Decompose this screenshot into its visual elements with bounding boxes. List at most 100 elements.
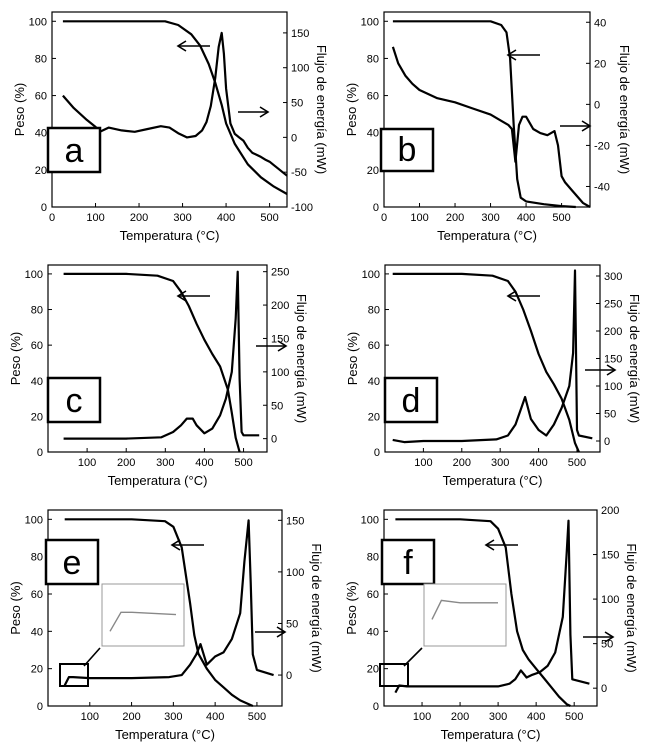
y-tick-label: 100	[361, 514, 379, 526]
y-tick-label: 0	[373, 701, 379, 713]
y-tick-label: 20	[367, 664, 379, 676]
weight-arrow-head	[484, 539, 495, 551]
y-tick-label: 60	[35, 91, 47, 103]
x-tick-label: 0	[49, 212, 55, 224]
weight-line	[63, 272, 241, 453]
plot-frame	[47, 264, 268, 453]
y-tick-label: 40	[368, 376, 380, 388]
y-axis-title: Peso (%)	[344, 581, 359, 634]
y-tick-label: 0	[37, 701, 43, 713]
weight-arrow-head	[506, 290, 517, 302]
panel-letter: f	[403, 544, 413, 582]
y-tick-label: 40	[31, 376, 43, 388]
heat-flow-line	[391, 46, 591, 208]
panel-letter-box	[383, 376, 439, 424]
heat-flow-arrow-head	[606, 364, 617, 376]
y2-axis-title: Flujo de energía (mW)	[294, 294, 309, 423]
x-tick-label: 500	[248, 711, 266, 723]
heat-flow-arrow-head	[581, 120, 592, 132]
y-tick-label: 0	[37, 447, 43, 459]
y2-tick-label: 40	[594, 17, 606, 29]
x-tick-label: 100	[81, 711, 99, 723]
x-axis-title: Temperatura (°C)	[437, 228, 537, 243]
heat-flow-line	[394, 519, 590, 694]
y2-axis-title: Flujo de energía (mW)	[627, 294, 642, 423]
weight-arrow-head	[506, 49, 517, 61]
x-tick-label: 100	[86, 212, 104, 224]
x-tick-label: 100	[78, 457, 96, 469]
y-tick-label: 20	[35, 165, 47, 177]
y-tick-label: 100	[362, 269, 380, 281]
x-tick-label: 200	[453, 457, 471, 469]
heat-flow-arrow-head	[604, 631, 615, 643]
weight-line	[395, 518, 571, 707]
y-tick-label: 100	[25, 269, 43, 281]
x-tick-label: 400	[206, 711, 224, 723]
y2-tick-label: 100	[291, 63, 309, 75]
y-tick-label: 20	[31, 411, 43, 423]
x-axis-title: Temperatura (°C)	[108, 473, 208, 488]
y2-tick-label: 0	[291, 132, 297, 144]
y2-axis-title: Flujo de energía (mW)	[624, 543, 639, 672]
panel-d: 100 200 300 400 500 0 20 40 60 80 100 0 50 100 150 200 2…	[345, 264, 642, 488]
panel-letter: e	[63, 544, 82, 582]
panel-letter-box	[46, 376, 102, 424]
y2-tick-label: 100	[604, 381, 622, 393]
y-tick-label: 100	[361, 16, 379, 28]
y-tick-label: 0	[373, 202, 379, 214]
x-tick-label: 200	[451, 711, 469, 723]
panel-letter: c	[66, 382, 83, 420]
y-tick-label: 20	[368, 411, 380, 423]
y-tick-label: 80	[31, 552, 43, 564]
y2-axis-title: Flujo de energía (mW)	[617, 45, 632, 174]
y2-tick-label: 50	[601, 639, 613, 651]
x-tick-label: 400	[195, 457, 213, 469]
heat-flow-line	[62, 31, 288, 177]
x-tick-label: 500	[234, 457, 252, 469]
y2-tick-label: -50	[291, 167, 307, 179]
panel-f: 100 200 300 400 500 0 20 40 60 80 100 0 50 100 150 200 T…	[344, 505, 639, 742]
weight-arrow-head	[170, 539, 181, 551]
x-tick-label: 300	[489, 711, 507, 723]
y-tick-label: 20	[31, 664, 43, 676]
weight-arrow-head	[176, 290, 187, 302]
inset-heat-flow-line	[109, 611, 177, 632]
x-tick-label: 400	[529, 457, 547, 469]
y2-tick-label: 20	[594, 58, 606, 70]
y2-tick-label: -20	[594, 140, 610, 152]
y-axis-title: Peso (%)	[344, 83, 359, 136]
panel-letter: b	[398, 131, 417, 169]
heat-flow-arrow-head	[276, 626, 287, 638]
weight-line	[392, 272, 580, 453]
y-tick-label: 80	[367, 552, 379, 564]
y-tick-label: 80	[31, 305, 43, 317]
inset-heat-flow-line	[431, 599, 498, 620]
x-tick-label: 400	[517, 212, 535, 224]
x-tick-label: 500	[568, 457, 586, 469]
y2-tick-label: 50	[604, 409, 616, 421]
y-axis-title: Peso (%)	[345, 332, 360, 385]
plot-frame	[47, 509, 283, 707]
heat-flow-line	[392, 269, 593, 444]
y2-tick-label: 50	[291, 98, 303, 110]
weight-line	[64, 518, 254, 708]
y2-tick-label: 200	[271, 300, 289, 312]
y2-tick-label: 150	[271, 333, 289, 345]
y-tick-label: 0	[374, 447, 380, 459]
y-axis-title: Peso (%)	[12, 83, 27, 136]
heat-flow-line	[63, 519, 274, 686]
y2-tick-label: 0	[271, 434, 277, 446]
x-tick-label: 100	[413, 711, 431, 723]
y2-tick-label: 50	[286, 618, 298, 630]
y2-tick-label: 200	[601, 505, 619, 517]
weight-line	[62, 20, 288, 195]
x-tick-label: 300	[491, 457, 509, 469]
y-tick-label: 40	[367, 626, 379, 638]
y-tick-label: 100	[25, 514, 43, 526]
y-tick-label: 100	[29, 16, 47, 28]
x-tick-label: 300	[173, 212, 191, 224]
x-tick-label: 0	[381, 212, 387, 224]
y2-tick-label: 0	[604, 436, 610, 448]
x-tick-label: 100	[410, 212, 428, 224]
